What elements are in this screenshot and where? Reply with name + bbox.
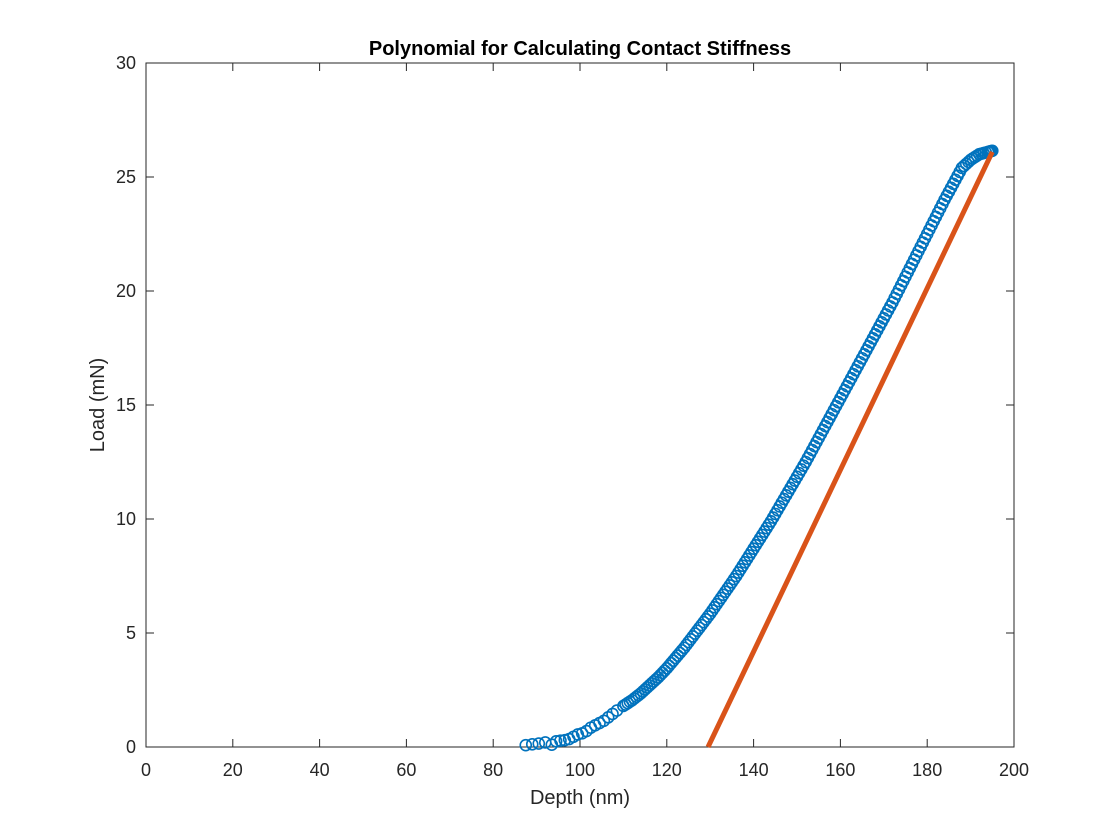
x-tick-label: 100 [565,760,595,780]
data-point [703,607,717,620]
fit-line [705,150,995,749]
x-tick-label: 20 [223,760,243,780]
data-point [656,666,669,680]
data-point [725,575,739,589]
data-point [653,668,667,682]
data-point [647,675,661,688]
data-point [532,737,546,750]
x-tick-label: 80 [483,760,503,780]
y-tick-label: 30 [116,53,136,73]
data-point [549,734,563,748]
data-point [649,673,663,686]
x-tick-label: 0 [141,760,151,780]
axes-box [145,62,1015,748]
y-tick-label: 25 [116,167,136,187]
series-markers [519,144,999,752]
data-point [651,671,665,684]
data-point [525,737,539,751]
y-axis-label: Load (mN) [87,358,109,452]
series-fit-line [705,150,995,749]
x-tick-label: 200 [999,760,1029,780]
y-tick-label: 0 [126,737,136,757]
data-point [721,582,734,595]
x-tick-label: 120 [652,760,682,780]
data-point [712,594,726,608]
data-point [719,585,732,598]
data-point [610,704,624,717]
x-tick-label: 180 [912,760,942,780]
data-point [708,601,721,614]
y-tick-label: 15 [116,395,136,415]
data-point [723,579,737,592]
data-point [554,734,567,747]
x-tick-label: 160 [825,760,855,780]
x-axis: 0 20 40 60 80 100 120 140 160 180 200 [141,63,1029,780]
x-axis-label: Depth (nm) [530,787,630,809]
x-tick-label: 60 [396,760,416,780]
y-tick-label: 5 [126,623,136,643]
data-point [710,597,724,611]
chart-title: Polynomial for Calculating Contact Stiff… [369,38,791,60]
y-tick-label: 10 [116,509,136,529]
y-tick-label: 20 [116,281,136,301]
x-tick-label: 140 [739,760,769,780]
x-tick-label: 40 [310,760,330,780]
data-point [519,738,533,752]
data-point [706,604,719,617]
data-point [716,588,730,602]
data-point [727,572,741,586]
y-axis: 0 5 10 15 20 25 30 [116,53,1014,757]
data-point [714,591,728,605]
plot-area: 0 20 40 60 80 100 120 140 160 180 200 0 5 10 15 20 25 30 [116,53,1029,780]
